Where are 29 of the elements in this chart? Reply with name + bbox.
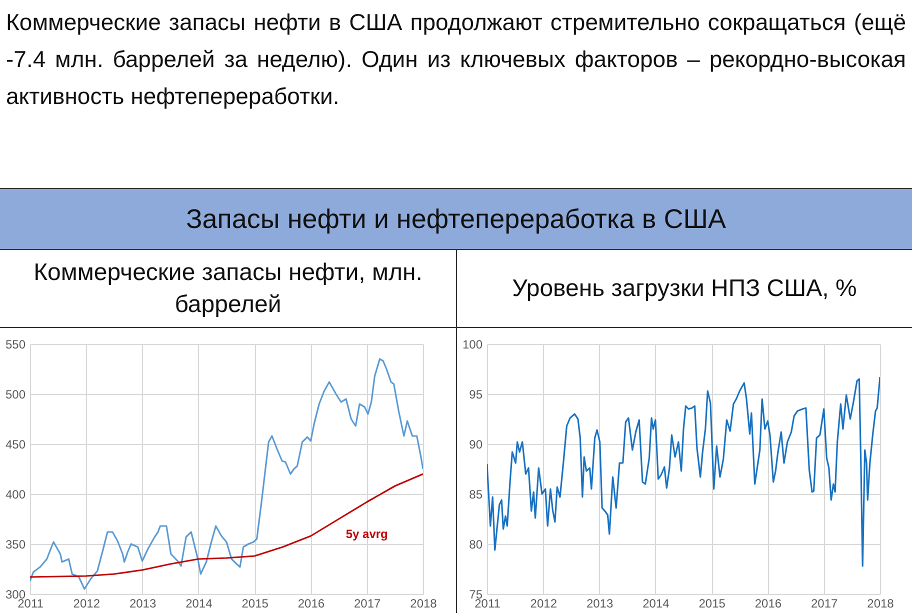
chart-title: Коммерческие запасы нефти, млн. баррелей bbox=[0, 250, 456, 328]
y-tick-label: 95 bbox=[469, 388, 483, 402]
x-tick-label: 2014 bbox=[642, 596, 670, 610]
x-tick-label: 2015 bbox=[242, 596, 269, 610]
text: Запасы нефти и нефтепереработка в США bbox=[0, 188, 912, 250]
x-tick-label: 2013 bbox=[586, 596, 614, 610]
y-tick-label: 500 bbox=[5, 388, 26, 402]
x-tick-label: 2012 bbox=[530, 596, 558, 610]
text: Коммерческие запасы нефти в США продолжают стремительно сокращаться (ещё -7.4 млн. баррелей за неделю). Один из ключевых факторов – рекордно-высокая активность нефтепереработки. bbox=[5, 8, 907, 111]
x-tick-label: 2016 bbox=[298, 596, 325, 610]
x-tick-label: 2018 bbox=[410, 596, 438, 610]
chart-title: Уровень загрузки НПЗ США, % bbox=[457, 250, 912, 328]
x-tick-label: 2012 bbox=[73, 596, 100, 610]
x-tick-label: 2017 bbox=[354, 596, 382, 610]
y-tick-label: 400 bbox=[5, 488, 26, 502]
y-tick-label: 450 bbox=[5, 438, 26, 452]
x-tick-label: 2017 bbox=[811, 596, 838, 610]
x-tick-label: 2018 bbox=[867, 596, 894, 610]
series-label: 5y avrg bbox=[346, 527, 388, 541]
y-tick-label: 90 bbox=[469, 438, 483, 452]
x-tick-label: 2015 bbox=[698, 596, 726, 610]
y-tick-label: 80 bbox=[469, 538, 483, 552]
y-tick-label: 100 bbox=[462, 338, 483, 352]
x-tick-label: 2014 bbox=[186, 596, 213, 610]
y-tick-label: 550 bbox=[5, 338, 26, 352]
y-tick-label: 85 bbox=[469, 488, 483, 502]
x-tick-label: 2016 bbox=[754, 596, 782, 610]
x-tick-label: 2013 bbox=[129, 596, 156, 610]
y-tick-label: 350 bbox=[5, 538, 26, 552]
